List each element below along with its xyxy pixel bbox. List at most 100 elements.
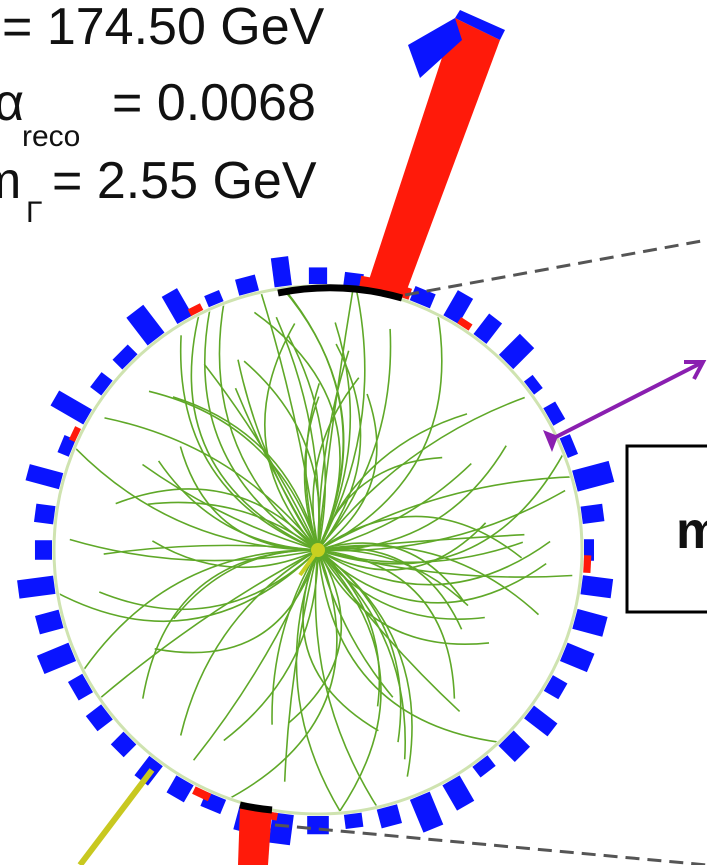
annotation: = 174.50 GeV — [2, 0, 325, 56]
blue-tower — [376, 804, 403, 829]
tracks — [56, 288, 580, 812]
blue-tower — [524, 705, 558, 737]
track — [317, 308, 443, 551]
track — [317, 445, 507, 551]
track — [317, 549, 512, 745]
annotation-subscript: reco — [22, 120, 80, 153]
blue-tower — [543, 401, 566, 426]
blue-tower — [112, 344, 138, 370]
track — [172, 396, 319, 551]
track — [317, 343, 362, 551]
blue-tower — [90, 372, 113, 396]
track — [287, 335, 327, 551]
yellow-track — [77, 768, 155, 865]
red-tower — [68, 426, 82, 443]
track — [148, 390, 319, 551]
track — [317, 540, 551, 586]
blue-tower — [85, 704, 113, 732]
annotation: = 0.0068 — [112, 74, 316, 132]
blue-tower — [36, 642, 77, 675]
blue-tower — [110, 731, 137, 758]
annotation: = 2.55 GeV — [52, 152, 317, 210]
dashed-line — [274, 823, 707, 865]
blue-tower — [67, 673, 93, 701]
track — [295, 549, 346, 812]
track — [317, 549, 382, 812]
blue-tower — [443, 290, 474, 325]
blue-tower — [559, 434, 579, 459]
purple-arrow — [549, 360, 704, 442]
track — [115, 488, 319, 551]
track — [317, 515, 523, 559]
track — [98, 549, 319, 700]
blue-tower — [161, 288, 193, 325]
track — [264, 323, 319, 551]
track — [218, 300, 319, 551]
track — [317, 288, 366, 551]
blue-tower — [204, 289, 224, 308]
track — [99, 549, 319, 611]
blue-tower — [572, 608, 608, 637]
blue-tower — [126, 304, 165, 346]
track — [317, 542, 466, 604]
blue-tower — [584, 539, 595, 561]
track — [317, 393, 378, 551]
track — [179, 335, 319, 551]
track — [317, 533, 525, 551]
red-tower — [192, 786, 212, 802]
red-tower — [457, 317, 473, 331]
red-tower-large — [365, 18, 500, 295]
track — [278, 288, 345, 551]
blue-tower — [34, 609, 64, 635]
track — [271, 549, 319, 725]
purple-marker — [543, 430, 558, 452]
track — [317, 548, 469, 607]
track — [223, 549, 319, 742]
blue-tower — [572, 460, 615, 492]
track — [142, 463, 319, 551]
track — [317, 549, 407, 760]
blue-tower — [343, 812, 364, 830]
track — [287, 549, 343, 724]
blue-tower — [17, 575, 56, 599]
blue-tower — [472, 755, 496, 778]
blue-tower — [235, 274, 260, 296]
blue-tower — [268, 812, 294, 846]
purple-arrowhead — [684, 360, 707, 380]
blue-tower — [34, 540, 52, 560]
blue-tower — [498, 730, 531, 763]
track — [179, 549, 319, 736]
blue-tower — [308, 267, 328, 284]
black-arc — [239, 801, 273, 814]
track — [56, 549, 319, 623]
annotation-subscript: Γ — [26, 196, 43, 229]
track — [157, 460, 319, 551]
blue-tower — [270, 256, 292, 288]
dashed-line — [404, 238, 707, 297]
track — [83, 549, 319, 670]
track — [74, 447, 319, 551]
track — [203, 308, 319, 551]
short-track — [298, 548, 320, 577]
track — [192, 549, 319, 761]
blue-tower — [50, 390, 92, 425]
track — [317, 453, 564, 565]
red-tower — [187, 303, 204, 317]
track — [283, 549, 319, 782]
track — [317, 549, 461, 712]
blue-tower — [442, 775, 475, 811]
annotation-symbol: m — [0, 152, 21, 210]
blue-tower — [559, 642, 595, 673]
track — [317, 549, 456, 699]
track — [142, 549, 319, 699]
track — [317, 328, 392, 551]
blue-tower — [25, 464, 64, 490]
black-arc — [277, 284, 403, 302]
track — [104, 417, 319, 551]
track — [317, 544, 540, 616]
blue-tower — [543, 675, 568, 700]
blue-tower — [523, 374, 543, 395]
blue-tower — [409, 791, 444, 833]
blue-tower — [57, 435, 76, 457]
